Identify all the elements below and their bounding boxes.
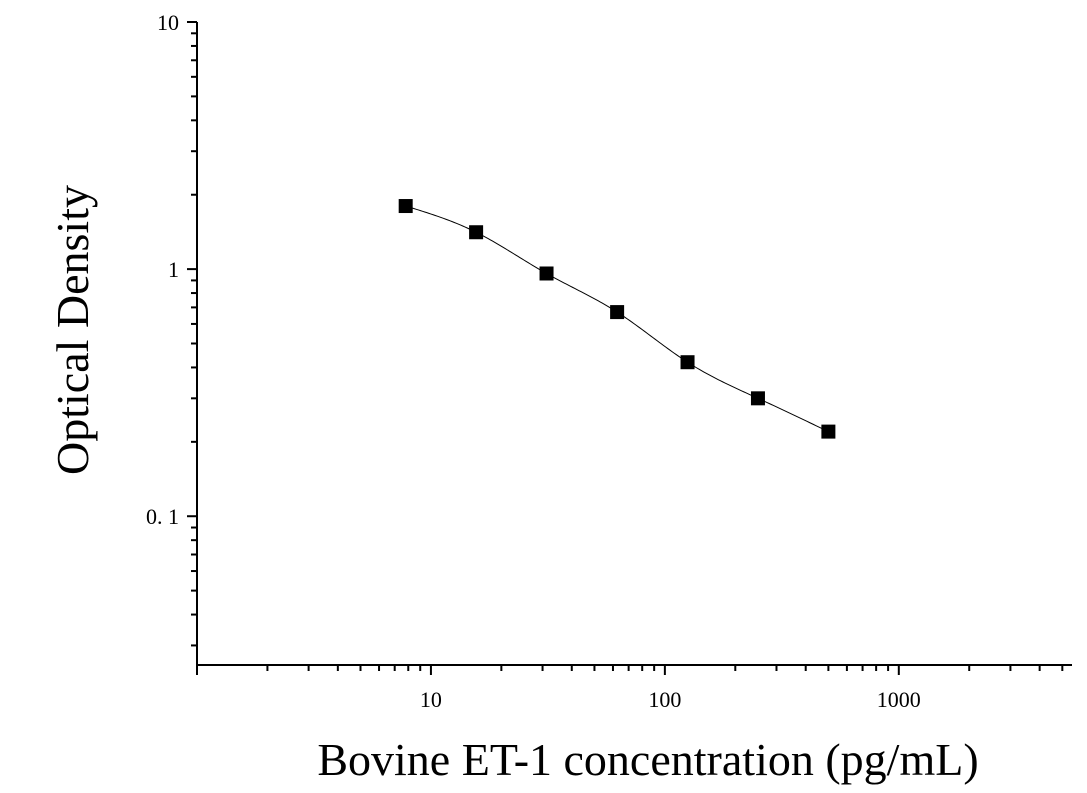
- data-point: [469, 225, 484, 240]
- y-tick-label: 10: [157, 10, 179, 35]
- x-tick-label: 1000: [877, 687, 921, 712]
- data-point: [539, 266, 554, 281]
- x-tick-label: 10: [420, 687, 442, 712]
- x-axis-title: Bovine ET-1 concentration (pg/mL): [317, 734, 978, 785]
- axes: [196, 22, 1072, 666]
- y-tick-label: 1: [168, 257, 179, 282]
- y-axis-ticks: 0. 1 1 10: [146, 10, 197, 647]
- data-point: [821, 424, 836, 439]
- y-axis-title: Optical Density: [47, 185, 98, 475]
- data-point: [398, 199, 413, 214]
- data-point: [610, 305, 625, 320]
- y-tick-label: 0. 1: [146, 504, 179, 529]
- data-points: [398, 199, 836, 439]
- data-point: [750, 391, 765, 406]
- x-tick-label: 100: [648, 687, 681, 712]
- x-axis-ticks: 10 100 1000: [196, 665, 1064, 712]
- data-point: [680, 355, 695, 370]
